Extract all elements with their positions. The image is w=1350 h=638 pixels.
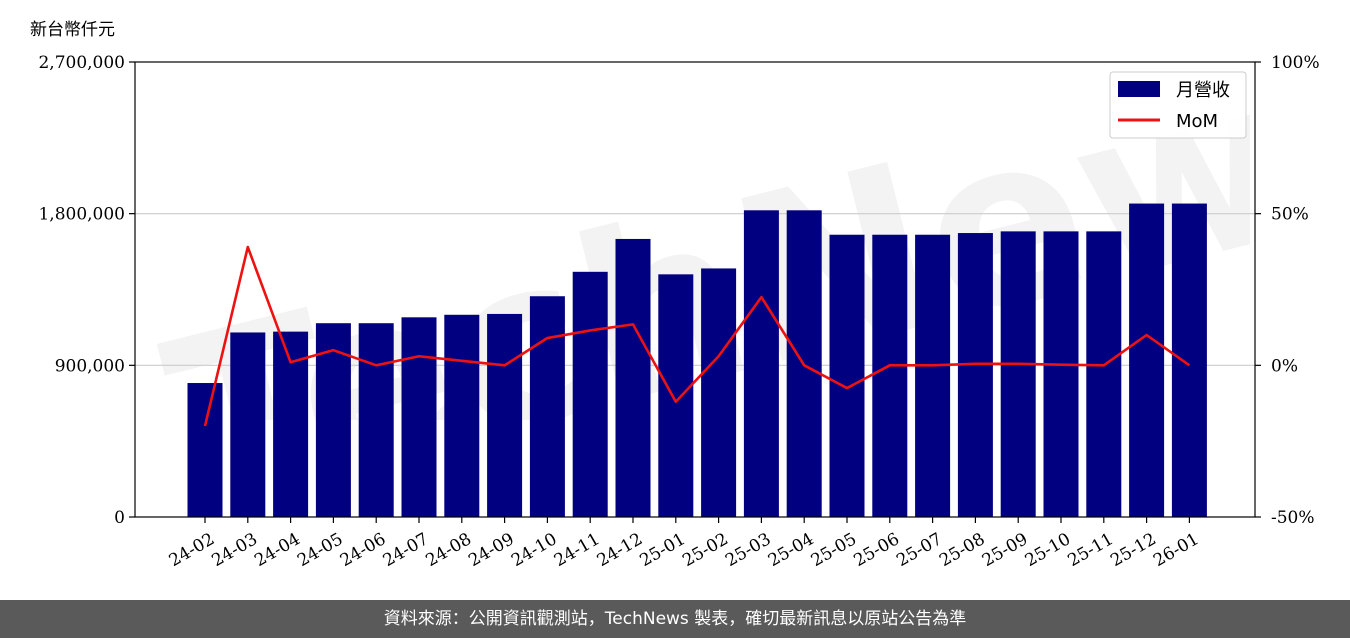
revenue-bar	[658, 274, 694, 517]
revenue-bar	[1171, 203, 1207, 518]
mom-line-series	[203, 245, 1191, 427]
right-tick-label: 0%	[1271, 356, 1298, 376]
x-tick-label: 24-11	[551, 529, 603, 571]
x-axis: 24-0224-0324-0424-0524-0624-0724-0824-09…	[166, 517, 1203, 571]
legend-label-mom: MoM	[1176, 111, 1218, 132]
x-tick-label: 24-05	[294, 529, 346, 571]
revenue-bar	[572, 271, 608, 517]
revenue-bar	[529, 296, 565, 517]
revenue-bar	[1086, 231, 1122, 517]
x-tick-label: 25-11	[1065, 529, 1117, 571]
x-tick-label: 25-03	[722, 529, 774, 571]
x-tick-label: 25-10	[1022, 529, 1074, 571]
x-tick-label: 25-09	[979, 529, 1031, 571]
x-tick-label: 25-07	[893, 529, 945, 571]
revenue-chart: 0 900,000 1,800,000 2,700,000 -50% 0% 50% 100%…	[38, 53, 1320, 571]
x-tick-label: 24-12	[594, 529, 646, 571]
revenue-bar	[615, 238, 651, 517]
x-tick-label: 25-04	[765, 529, 817, 571]
x-tick-label: 24-04	[251, 529, 303, 571]
x-tick-label: 24-02	[166, 529, 218, 571]
legend: 月營收 MoM	[1109, 71, 1247, 139]
plot-frame	[134, 61, 1256, 518]
x-tick-label: 25-02	[679, 529, 731, 571]
revenue-bar	[701, 268, 737, 517]
right-y-axis: -50% 0% 50% 100%	[1255, 53, 1320, 528]
x-tick-label: 24-07	[380, 529, 432, 571]
revenue-bar	[915, 234, 951, 517]
revenue-bar	[444, 314, 480, 517]
revenue-bar	[358, 323, 394, 517]
left-tick-label: 0	[114, 508, 125, 528]
legend-swatch-revenue	[1118, 81, 1160, 97]
left-tick-label: 900,000	[55, 356, 125, 376]
revenue-bar	[829, 234, 865, 517]
left-tick-label: 1,800,000	[38, 205, 125, 225]
x-tick-label: 24-06	[337, 529, 389, 571]
revenue-bar	[1129, 203, 1165, 518]
x-tick-label: 25-01	[637, 529, 689, 571]
x-tick-label: 25-12	[1107, 529, 1159, 571]
x-tick-label: 24-03	[209, 529, 261, 571]
x-tick-label: 25-06	[851, 529, 903, 571]
revenue-bar	[187, 383, 223, 517]
source-footer: 資料來源：公開資訊觀測站，TechNews 製表，確切最新訊息以原站公告為準	[0, 600, 1350, 638]
revenue-bar	[1043, 231, 1079, 517]
left-y-axis: 0 900,000 1,800,000 2,700,000	[38, 53, 135, 528]
left-tick-label: 2,700,000	[38, 53, 125, 73]
revenue-bar	[872, 234, 908, 517]
x-tick-label: 25-05	[808, 529, 860, 571]
y-axis-unit-label: 新台幣仟元	[30, 20, 115, 40]
revenue-bar	[230, 332, 266, 517]
revenue-bar	[487, 313, 523, 517]
bar-series	[187, 203, 1207, 518]
revenue-bar	[957, 233, 993, 517]
revenue-bar	[1000, 231, 1036, 517]
x-tick-label: 26-01	[1150, 529, 1202, 571]
right-tick-label: -50%	[1271, 508, 1315, 528]
x-tick-label: 24-08	[423, 529, 475, 571]
x-tick-label: 24-10	[508, 529, 560, 571]
x-tick-label: 24-09	[465, 529, 517, 571]
mom-line	[203, 245, 1191, 427]
right-tick-label: 50%	[1271, 205, 1309, 225]
revenue-bar	[315, 323, 351, 517]
revenue-bar	[401, 317, 437, 517]
legend-label-revenue: 月營收	[1176, 80, 1230, 101]
revenue-bar	[743, 210, 779, 517]
x-tick-label: 25-08	[936, 529, 988, 571]
right-tick-label: 100%	[1271, 53, 1320, 73]
